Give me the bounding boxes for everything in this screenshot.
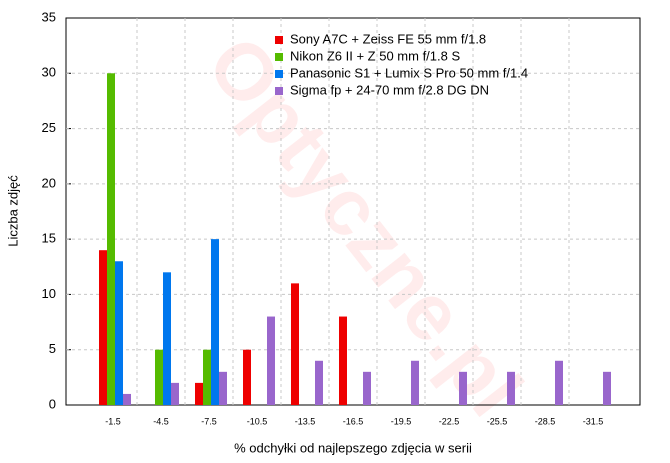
bar xyxy=(123,393,131,405)
x-tick-label: -31.5 xyxy=(583,416,604,426)
y-tick-label: 10 xyxy=(42,286,56,301)
bar xyxy=(267,316,275,405)
legend-label: Sony A7C + Zeiss FE 55 mm f/1.8 xyxy=(290,31,486,46)
legend-swatch xyxy=(275,36,283,44)
legend-label: Sigma fp + 24-70 mm f/2.8 DG DN xyxy=(290,82,489,97)
bar xyxy=(155,349,163,405)
legend-swatch xyxy=(275,53,283,61)
x-tick-label: -19.5 xyxy=(391,416,412,426)
x-tick-label: -1.5 xyxy=(105,416,121,426)
x-tick-label: -4.5 xyxy=(153,416,169,426)
legend-label: Nikon Z6 II + Z 50 mm f/1.8 S xyxy=(290,48,460,63)
bar xyxy=(315,360,323,405)
bar xyxy=(203,349,211,405)
bar xyxy=(555,360,563,405)
legend-label: Panasonic S1 + Lumix S Pro 50 mm f/1.4 xyxy=(290,65,528,80)
y-tick-label: 30 xyxy=(42,65,56,80)
bar xyxy=(291,283,299,405)
y-tick-label: 5 xyxy=(49,341,56,356)
x-tick-label: -10.5 xyxy=(247,416,268,426)
bar xyxy=(171,382,179,405)
bar xyxy=(507,371,515,405)
bar xyxy=(339,316,347,405)
bar xyxy=(459,371,467,405)
bar xyxy=(211,239,219,405)
x-tick-label: -16.5 xyxy=(343,416,364,426)
bar xyxy=(363,371,371,405)
y-tick-label: 0 xyxy=(49,396,56,411)
bar xyxy=(603,371,611,405)
bar xyxy=(163,272,171,405)
x-tick-label: -13.5 xyxy=(295,416,316,426)
y-tick-label: 35 xyxy=(42,9,56,24)
bar xyxy=(107,73,115,406)
y-axis-label: Liczba zdjęć xyxy=(5,175,20,247)
bar xyxy=(115,261,123,405)
plot-frame xyxy=(65,17,641,406)
y-tick-label: 15 xyxy=(42,231,56,246)
legend-swatch xyxy=(275,87,283,95)
y-tick-label: 25 xyxy=(42,120,56,135)
legend-swatch xyxy=(275,70,283,78)
x-tick-label: -22.5 xyxy=(439,416,460,426)
bar xyxy=(195,382,203,405)
bar xyxy=(411,360,419,405)
x-tick-label: -28.5 xyxy=(535,416,556,426)
bar xyxy=(99,250,107,405)
bar xyxy=(243,349,251,405)
x-tick-label: -7.5 xyxy=(201,416,217,426)
y-tick-label: 20 xyxy=(42,175,56,190)
bar xyxy=(219,371,227,405)
x-tick-label: -25.5 xyxy=(487,416,508,426)
x-axis-label: % odchyłki od najlepszego zdjęcia w seri… xyxy=(234,440,472,455)
